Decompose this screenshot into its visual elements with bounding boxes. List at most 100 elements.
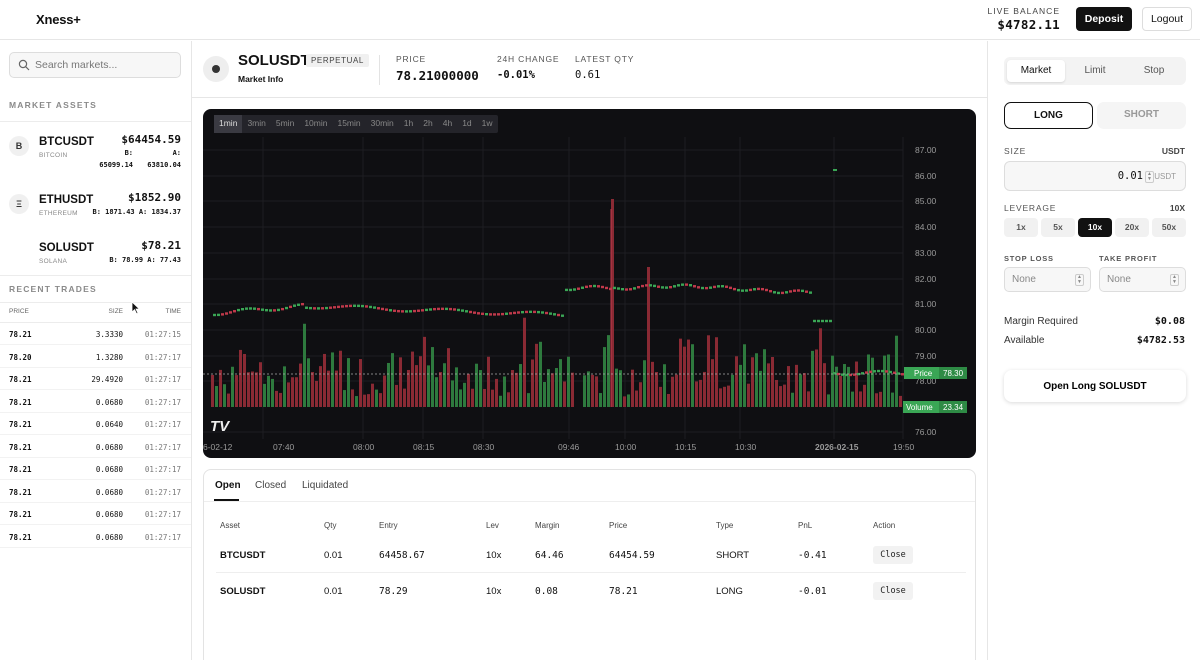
logout-button[interactable]: Logout bbox=[1142, 7, 1192, 31]
stop-loss-input[interactable]: None ▲ ▼ bbox=[1004, 267, 1091, 292]
leverage-20x[interactable]: 20x bbox=[1115, 218, 1149, 237]
search-box[interactable]: Search markets... bbox=[9, 52, 181, 78]
price-candle bbox=[845, 373, 848, 377]
asset-item-solusdt[interactable]: SOLUSDT SOLANA $78.21 B: 78.99 A: 77.43 bbox=[0, 233, 191, 283]
order-type-limit[interactable]: Limit bbox=[1084, 65, 1106, 76]
price-candle bbox=[897, 372, 900, 375]
price-candle bbox=[757, 287, 760, 291]
timeframe-10min[interactable]: 10min bbox=[304, 118, 328, 128]
tab-open[interactable]: Open bbox=[215, 480, 241, 491]
volume-bar bbox=[731, 374, 734, 407]
orders-header-margin: Margin bbox=[535, 521, 560, 530]
volume-bar bbox=[847, 366, 850, 407]
timeframe-30min[interactable]: 30min bbox=[370, 118, 394, 128]
open-position-button[interactable]: Open Long SOLUSDT bbox=[1004, 370, 1186, 402]
timeframe-5min[interactable]: 5min bbox=[275, 118, 295, 128]
volume-bar bbox=[507, 392, 510, 407]
price-candle bbox=[661, 286, 664, 289]
tab-liquidated[interactable]: Liquidated bbox=[302, 480, 349, 491]
trade-time: 01:27:17 bbox=[144, 420, 181, 429]
leverage-50x[interactable]: 50x bbox=[1152, 218, 1186, 237]
volume-tag-value-text: 23.34 bbox=[943, 403, 964, 412]
y-axis-tick: 78.00 bbox=[915, 376, 937, 386]
stop-loss-stepper-icon[interactable]: ▲ ▼ bbox=[1075, 274, 1084, 286]
margin-required-label: Margin Required bbox=[1004, 316, 1078, 327]
asset-symbol: SOLUSDT bbox=[39, 242, 94, 254]
y-axis-tick: 81.00 bbox=[915, 299, 937, 309]
timeframe-2h[interactable]: 2h bbox=[423, 118, 433, 128]
timeframe-1h[interactable]: 1h bbox=[403, 118, 414, 128]
tab-closed[interactable]: Closed bbox=[255, 480, 287, 491]
trade-time: 01:27:17 bbox=[144, 352, 181, 362]
timeframe-15min[interactable]: 15min bbox=[337, 118, 361, 128]
trade-price: 78.21 bbox=[9, 465, 32, 474]
price-candle bbox=[741, 289, 744, 292]
volume-bar bbox=[435, 377, 438, 407]
asset-symbol: ETHUSDT bbox=[39, 194, 94, 206]
orders-header-pnl: PnL bbox=[798, 521, 813, 530]
trade-price: 78.21 bbox=[9, 330, 32, 339]
price-candle bbox=[825, 319, 828, 323]
search-input[interactable]: Search markets... bbox=[35, 59, 118, 71]
asset-item-ethusdt[interactable]: Ξ ETHUSDT ETHEREUM $1852.90 B: 1871.43 A… bbox=[0, 185, 191, 235]
volume-bar bbox=[767, 363, 770, 407]
volume-bar bbox=[371, 383, 374, 407]
long-button[interactable]: LONG bbox=[1004, 102, 1093, 129]
price-candle bbox=[421, 309, 424, 312]
price-candle bbox=[333, 306, 336, 309]
price-candle bbox=[361, 304, 364, 308]
volume-bar bbox=[419, 356, 422, 407]
asset-price: $1852.90 bbox=[128, 191, 181, 204]
trade-price: 78.21 bbox=[9, 397, 32, 407]
volume-bar bbox=[727, 385, 730, 407]
order-type-stop[interactable]: Stop bbox=[1143, 65, 1165, 76]
y-axis-tick: 86.00 bbox=[915, 171, 937, 181]
volume-bar bbox=[615, 368, 618, 407]
orders-header-qty: Qty bbox=[324, 521, 337, 530]
timeframe-4h[interactable]: 4h bbox=[442, 118, 453, 128]
volume-bar bbox=[771, 356, 774, 407]
timeframe-1min[interactable]: 1min bbox=[214, 115, 243, 133]
price-candle bbox=[533, 310, 536, 314]
size-input[interactable]: 0.01 ▲ ▼ USDT bbox=[1004, 161, 1186, 191]
price-candle bbox=[309, 306, 312, 310]
deposit-button[interactable]: Deposit bbox=[1076, 7, 1132, 31]
order-type-market[interactable]: Market bbox=[1007, 60, 1065, 82]
volume-bar bbox=[755, 353, 758, 407]
take-profit-stepper-icon[interactable]: ▲ ▼ bbox=[1170, 274, 1179, 286]
price-candle bbox=[469, 310, 472, 314]
price-candle bbox=[285, 306, 288, 310]
timeframe-1w[interactable]: 1w bbox=[481, 118, 493, 128]
timeframe-3min[interactable]: 3min bbox=[247, 118, 266, 128]
take-profit-input[interactable]: None ▲ ▼ bbox=[1099, 267, 1186, 292]
asset-bid: B: 65099.14 bbox=[99, 147, 133, 171]
trade-time: 01:27:17 bbox=[144, 397, 181, 407]
leverage-10x[interactable]: 10x bbox=[1078, 218, 1112, 237]
price-chart[interactable]: 87.00 86.00 85.00 84.00 83.00 82.00 81.00 80.00… bbox=[203, 109, 976, 458]
price-candle bbox=[813, 319, 816, 323]
volume-bar bbox=[651, 361, 654, 407]
timeframe-1d[interactable]: 1d bbox=[462, 118, 472, 128]
price-candle bbox=[601, 285, 604, 289]
volume-bar bbox=[235, 375, 238, 407]
size-stepper-icon[interactable]: ▲ ▼ bbox=[1145, 171, 1154, 183]
volume-bar bbox=[367, 394, 370, 407]
price-candle bbox=[229, 311, 232, 314]
volume-bar bbox=[275, 390, 278, 407]
price-candle bbox=[605, 286, 608, 290]
price-candle bbox=[697, 286, 700, 289]
short-button[interactable]: SHORT bbox=[1097, 102, 1186, 129]
asset-item-btcusdt[interactable]: B BTCUSDT BITCOIN $64454.59 B: 65099.14 A… bbox=[0, 127, 191, 177]
close-position-button[interactable]: Close bbox=[873, 582, 913, 600]
market-info-link[interactable]: Market Info bbox=[238, 74, 284, 84]
price-candle bbox=[281, 307, 284, 311]
chart-canvas[interactable]: 87.00 86.00 85.00 84.00 83.00 82.00 81.00 80.00… bbox=[203, 109, 976, 458]
app-logo[interactable]: Xness+ bbox=[36, 12, 81, 27]
volume-bar bbox=[899, 395, 902, 407]
x-axis-tick: 10:30 bbox=[735, 442, 757, 452]
close-position-button[interactable]: Close bbox=[873, 546, 913, 564]
leverage-1x[interactable]: 1x bbox=[1004, 218, 1038, 237]
price-candle bbox=[737, 288, 740, 292]
leverage-5x[interactable]: 5x bbox=[1041, 218, 1075, 237]
volume-bar bbox=[711, 359, 714, 407]
